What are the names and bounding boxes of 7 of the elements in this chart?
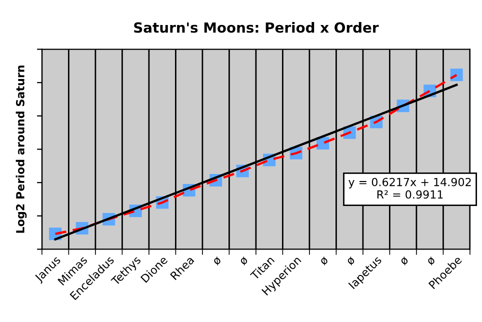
x-tick-label: ø [212,256,222,266]
x-tick-label: ø [320,256,329,266]
y-axis-title: Log2 Period around Saturn [16,66,27,233]
x-tick-label: ø [239,256,249,266]
x-tick-label: ø [400,256,410,266]
chart-title: Saturn's Moons: Period x Order [134,22,379,33]
annotation: y = 0.6217x + 14.902 R² = 0.9911 [348,178,471,199]
